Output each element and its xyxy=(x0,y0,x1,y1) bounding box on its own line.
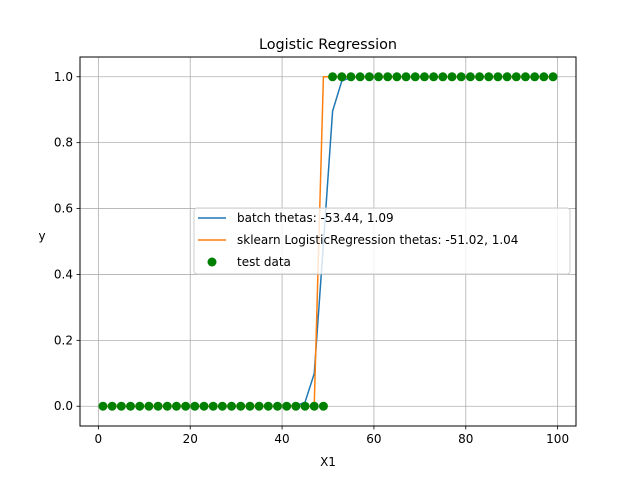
y-tick-label: 0.4 xyxy=(54,267,73,281)
data-point xyxy=(291,401,301,411)
legend-box xyxy=(193,207,571,275)
data-point xyxy=(309,401,319,411)
data-point xyxy=(475,72,485,82)
data-point xyxy=(190,401,200,411)
data-point xyxy=(171,401,181,411)
data-point xyxy=(410,72,420,82)
y-tick-label: 0.0 xyxy=(54,399,73,413)
data-point xyxy=(107,401,117,411)
data-point xyxy=(401,72,411,82)
legend: batch thetas: -53.44, 1.09 sklearn Logis… xyxy=(193,207,571,275)
data-point xyxy=(300,401,310,411)
data-point xyxy=(502,72,512,82)
x-tick-label: 60 xyxy=(366,432,381,446)
data-point xyxy=(328,72,338,82)
chart-title: Logistic Regression xyxy=(259,37,397,53)
data-point xyxy=(217,401,227,411)
y-tick-label: 1.0 xyxy=(54,70,73,84)
x-tick-label: 40 xyxy=(274,432,289,446)
data-point xyxy=(153,401,163,411)
data-point xyxy=(493,72,503,82)
data-point xyxy=(456,72,466,82)
data-point xyxy=(282,401,292,411)
data-point xyxy=(364,72,374,82)
data-point xyxy=(419,72,429,82)
data-point xyxy=(245,401,255,411)
y-tick-label: 0.8 xyxy=(54,136,73,150)
data-point xyxy=(135,401,145,411)
legend-label-sklearn: sklearn LogisticRegression thetas: -51.0… xyxy=(237,233,518,247)
x-tick-label: 80 xyxy=(458,432,473,446)
series-layer xyxy=(98,72,558,411)
data-point xyxy=(181,401,191,411)
data-point xyxy=(272,401,282,411)
data-point xyxy=(263,401,273,411)
data-point xyxy=(116,401,126,411)
data-point xyxy=(227,401,237,411)
data-point xyxy=(346,72,356,82)
y-axis-title: y xyxy=(38,229,45,243)
x-tick-label: 0 xyxy=(95,432,103,446)
data-point xyxy=(530,72,540,82)
x-tick-label: 100 xyxy=(546,432,569,446)
data-point xyxy=(98,401,108,411)
data-point xyxy=(144,401,154,411)
data-point xyxy=(199,401,209,411)
axes-frame xyxy=(79,56,577,427)
x-tick-label: 20 xyxy=(183,432,198,446)
data-point xyxy=(254,401,264,411)
data-point xyxy=(484,72,494,82)
y-tick-label: 0.2 xyxy=(54,333,73,347)
data-point xyxy=(429,72,439,82)
ticks: 0 20 40 60 80 100 0.0 0.2 0.4 0.6 0.8 1.0 xyxy=(54,70,569,446)
data-point xyxy=(520,72,530,82)
data-point xyxy=(162,401,172,411)
data-point xyxy=(236,401,246,411)
data-point xyxy=(548,72,558,82)
data-point xyxy=(465,72,475,82)
data-point xyxy=(355,72,365,82)
legend-label-test-data: test data xyxy=(237,255,291,269)
y-tick-label: 0.6 xyxy=(54,202,73,216)
data-point xyxy=(126,401,136,411)
data-point xyxy=(208,401,218,411)
data-point xyxy=(539,72,549,82)
data-point xyxy=(318,401,328,411)
data-point xyxy=(511,72,521,82)
data-point xyxy=(374,72,384,82)
data-point xyxy=(337,72,347,82)
legend-swatch-test-data xyxy=(207,257,217,267)
x-axis-title: X1 xyxy=(320,455,336,469)
legend-label-batch: batch thetas: -53.44, 1.09 xyxy=(237,211,394,225)
data-point xyxy=(438,72,448,82)
data-point xyxy=(392,72,402,82)
data-point xyxy=(447,72,457,82)
data-point xyxy=(383,72,393,82)
